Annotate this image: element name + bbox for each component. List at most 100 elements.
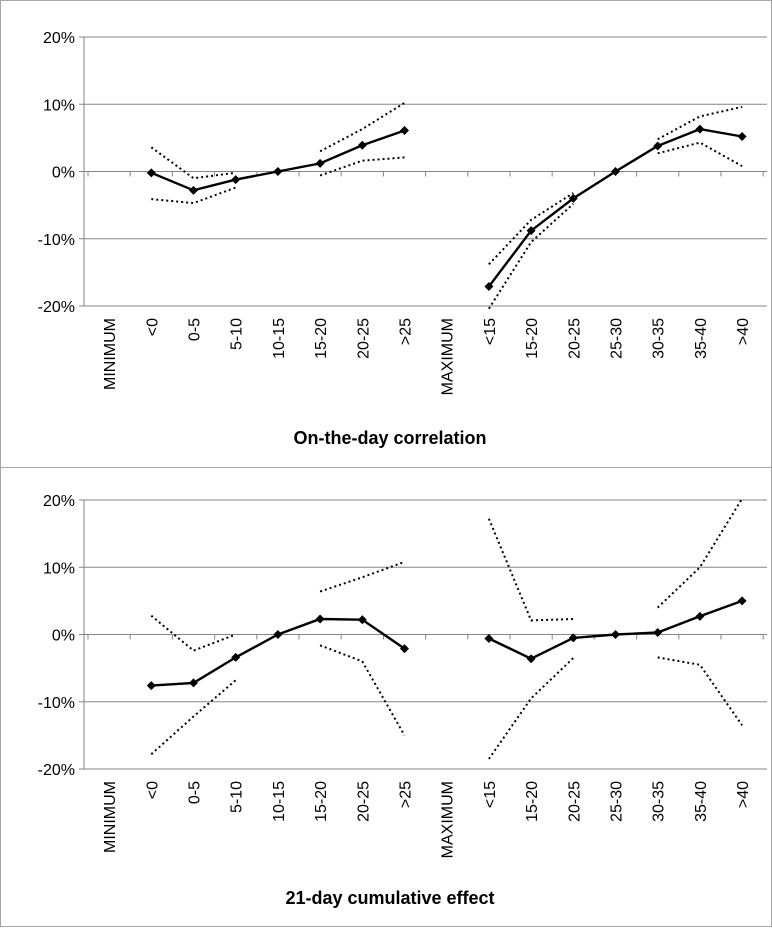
x-tick-label: 15-20	[524, 781, 541, 822]
x-tick-label: >40	[735, 781, 752, 808]
data-point-marker	[526, 226, 536, 236]
series-line-lower	[657, 141, 743, 167]
x-tick-label: >25	[398, 318, 415, 345]
series-line-upper	[150, 146, 236, 180]
x-axis: MINIMUM <0 0-5 5-10 10-15 15-20 20-25 >25 MAXIMU…	[87, 171, 764, 395]
series-group	[146, 498, 747, 760]
series-group	[146, 102, 747, 310]
x-tick-label: 25-30	[609, 318, 626, 359]
series-line-lower	[488, 203, 574, 310]
chart-cumulative: 20% 10% 0% -10% -20% MINIMUM <0 0-5 5-10 10-15 15…	[38, 493, 767, 908]
data-point-marker	[568, 193, 578, 203]
series-line-estimate	[487, 127, 743, 288]
series-line-estimate	[151, 617, 406, 687]
x-tick-label: 20-25	[355, 318, 372, 359]
series-line-upper	[487, 518, 574, 622]
panel-frame-top	[0, 0, 772, 468]
x-axis: MINIMUM <0 0-5 5-10 10-15 15-20 20-25 >25 MAXIMU…	[87, 634, 764, 858]
data-point-marker	[189, 185, 198, 195]
data-point-marker	[357, 140, 367, 150]
series-line-upper	[657, 498, 743, 609]
data-point-marker	[357, 615, 367, 625]
y-tick-label: 20%	[43, 30, 75, 47]
y-tick-label: -20%	[38, 299, 75, 316]
data-point-marker	[737, 596, 747, 606]
y-axis: 20% 10% 0% -10% -20%	[38, 30, 85, 316]
x-tick-label: MAXIMUM	[440, 781, 457, 858]
data-point-marker	[400, 125, 409, 135]
data-point-marker	[146, 681, 156, 691]
series-line-upper	[319, 102, 406, 153]
x-tick-label: 25-30	[609, 781, 626, 822]
data-point-marker	[695, 611, 705, 621]
x-tick-label: 15-20	[524, 318, 541, 359]
x-tick-label: MAXIMUM	[440, 318, 457, 395]
x-tick-label: >25	[398, 781, 415, 808]
y-tick-label: 20%	[43, 493, 75, 510]
x-tick-label: 30-35	[651, 781, 668, 822]
x-tick-label: 15-20	[313, 318, 330, 359]
series-line-lower	[150, 679, 237, 755]
x-tick-label: 10-15	[271, 318, 288, 359]
series-line-upper	[150, 614, 237, 652]
data-point-marker	[526, 654, 536, 664]
data-point-marker	[315, 614, 325, 624]
data-point-marker	[611, 630, 620, 639]
chart-on-the-day: 20% 10% 0% -10% -20% MINIMUM <0 0-5 5-10 10-15 15…	[38, 30, 767, 448]
data-point-marker	[273, 167, 283, 176]
series-line-lower	[319, 156, 405, 177]
data-point-marker	[653, 141, 663, 151]
y-axis: 20% 10% 0% -10% -20%	[38, 493, 85, 779]
data-point-marker	[231, 175, 241, 185]
data-point-marker	[611, 167, 620, 176]
y-tick-label: 10%	[43, 560, 75, 577]
series-line-upper	[657, 105, 743, 141]
x-tick-label: 20-25	[566, 318, 583, 359]
x-tick-label: 20-25	[355, 781, 372, 822]
data-point-marker	[737, 132, 747, 142]
series-line-lower	[657, 656, 743, 726]
y-tick-label: -20%	[38, 762, 75, 779]
chart-title: On-the-day correlation	[293, 428, 486, 448]
y-tick-label: -10%	[38, 695, 75, 712]
data-point-marker	[146, 168, 156, 178]
data-point-marker	[315, 158, 325, 168]
x-tick-label: <15	[482, 781, 499, 808]
y-tick-label: -10%	[38, 232, 75, 249]
panel-frame-bottom	[0, 467, 772, 927]
x-tick-label: 15-20	[313, 781, 330, 822]
data-point-marker	[400, 644, 409, 654]
data-point-marker	[231, 652, 241, 662]
x-tick-label: <0	[144, 318, 161, 336]
data-point-marker	[653, 627, 663, 637]
series-line-estimate	[488, 599, 743, 661]
data-point-marker	[695, 124, 705, 134]
x-tick-label: MINIMUM	[102, 781, 119, 853]
x-tick-label: 5-10	[229, 781, 246, 813]
x-tick-label: <15	[482, 318, 499, 345]
x-tick-label: 10-15	[271, 781, 288, 822]
y-tick-label: 0%	[52, 628, 75, 645]
x-tick-label: 30-35	[651, 318, 668, 359]
data-point-marker	[568, 633, 578, 643]
x-tick-label: 35-40	[693, 318, 710, 359]
x-tick-label: >40	[735, 318, 752, 345]
x-tick-label: 0-5	[187, 781, 204, 804]
data-point-marker	[273, 630, 283, 639]
series-line-upper	[488, 192, 574, 265]
x-tick-label: 35-40	[693, 781, 710, 822]
x-tick-label: 20-25	[566, 781, 583, 822]
series-line-lower	[319, 644, 406, 736]
chart-title: 21-day cumulative effect	[285, 888, 494, 908]
series-line-upper	[319, 560, 405, 593]
gridlines	[84, 499, 767, 770]
x-tick-label: <0	[144, 781, 161, 799]
y-tick-label: 0%	[52, 165, 75, 182]
data-point-marker	[484, 634, 494, 644]
data-point-marker	[484, 281, 494, 291]
data-point-marker	[189, 678, 198, 688]
series-line-estimate	[150, 129, 405, 192]
y-tick-label: 10%	[43, 97, 75, 114]
x-tick-label: 0-5	[187, 318, 204, 341]
